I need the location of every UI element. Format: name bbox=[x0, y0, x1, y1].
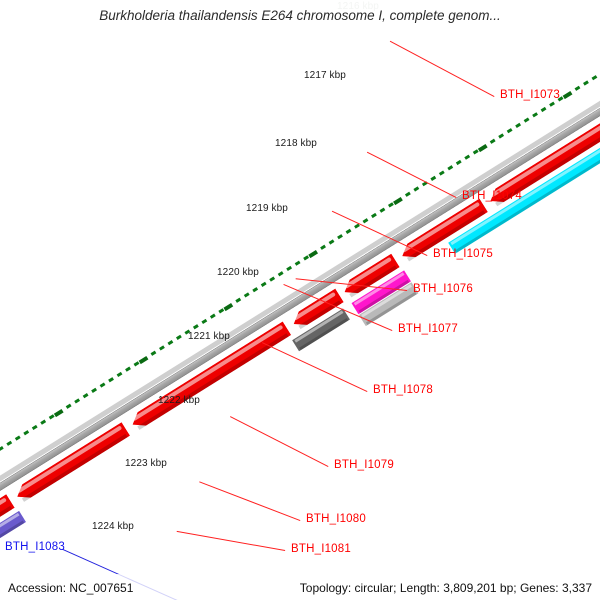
ruler-minor-tick bbox=[430, 175, 437, 181]
ruler-major-tick bbox=[138, 355, 149, 365]
ruler-major-tick bbox=[223, 302, 234, 312]
ruler-major-tick bbox=[393, 196, 403, 206]
ruler-minor-tick bbox=[294, 260, 301, 266]
ruler-major-tick bbox=[562, 90, 573, 100]
ruler-tick-label: 1217 kbp bbox=[304, 70, 346, 81]
ruler-minor-tick bbox=[328, 239, 335, 245]
ruler-minor-tick bbox=[159, 345, 165, 351]
ruler-tick-label: 1221 kbp bbox=[188, 331, 230, 342]
ruler-minor-tick bbox=[320, 244, 326, 250]
ruler-minor-tick bbox=[379, 207, 386, 213]
ruler-minor-tick bbox=[133, 361, 140, 367]
feature-label-bth_i1078[interactable]: BTH_I1078 bbox=[373, 384, 433, 396]
ruler-minor-tick bbox=[345, 228, 352, 234]
status-bar bbox=[0, 574, 600, 600]
ruler-minor-tick bbox=[252, 287, 259, 293]
ruler-minor-tick bbox=[167, 340, 174, 346]
callout-leader-line bbox=[389, 40, 495, 97]
feature-label-bth_i1077[interactable]: BTH_I1077 bbox=[398, 323, 458, 335]
ruler-minor-tick bbox=[574, 85, 581, 91]
ruler-minor-tick bbox=[498, 133, 505, 139]
ruler-minor-tick bbox=[6, 440, 13, 446]
ruler-tick-label: 1219 kbp bbox=[246, 203, 288, 214]
feature-label-bth_i1079[interactable]: BTH_I1079 bbox=[334, 459, 394, 471]
ruler-minor-tick bbox=[0, 446, 4, 452]
accession-label[interactable]: Accession: NC_007651 bbox=[8, 581, 134, 595]
topology-status: Topology: circular; Length: 3,809,201 bp… bbox=[299, 581, 592, 595]
callout-leader-line bbox=[366, 151, 457, 198]
ruler-major-tick bbox=[53, 408, 64, 418]
page-title: Burkholderia thailandensis E264 chromoso… bbox=[99, 8, 501, 23]
ruler-minor-tick bbox=[404, 191, 411, 197]
ruler-minor-tick bbox=[201, 318, 208, 325]
ruler-tick-label: 1220 kbp bbox=[217, 267, 259, 278]
ruler-minor-tick bbox=[447, 165, 454, 171]
ruler-minor-tick bbox=[192, 324, 199, 330]
ruler-minor-tick bbox=[269, 276, 276, 282]
ruler-major-tick bbox=[308, 249, 319, 259]
ruler-minor-tick bbox=[464, 154, 471, 160]
ruler-tick-label: 1218 kbp bbox=[275, 138, 317, 149]
ruler-minor-tick bbox=[40, 419, 47, 425]
ruler-minor-tick bbox=[125, 366, 131, 372]
ruler-minor-tick bbox=[489, 138, 496, 144]
ruler-minor-tick bbox=[303, 255, 310, 261]
feature-label-bth_i1073[interactable]: BTH_I1073 bbox=[500, 89, 560, 101]
ruler-minor-tick bbox=[209, 313, 216, 319]
ruler-minor-tick bbox=[243, 292, 250, 298]
ruler-minor-tick bbox=[175, 334, 182, 340]
ruler-tick-label: 1224 kbp bbox=[92, 521, 134, 532]
ruler-minor-tick bbox=[472, 149, 479, 155]
callout-leader-line bbox=[229, 416, 329, 467]
ruler-minor-tick bbox=[116, 371, 123, 378]
feature-label-bth_i1076[interactable]: BTH_I1076 bbox=[413, 283, 473, 295]
ruler-major-tick bbox=[477, 143, 488, 153]
callout-leader-line bbox=[261, 342, 368, 392]
ruler-minor-tick bbox=[65, 403, 72, 409]
ruler-minor-tick bbox=[523, 117, 530, 123]
feature-label-bth_i1083[interactable]: BTH_I1083 bbox=[5, 541, 65, 553]
ruler-tick-label: 1223 kbp bbox=[125, 458, 167, 469]
ruler-minor-tick bbox=[91, 387, 98, 393]
ruler-minor-tick bbox=[371, 212, 377, 219]
ruler-minor-tick bbox=[540, 106, 547, 113]
feature-label-bth_i1074[interactable]: BTH_I1074 bbox=[462, 190, 522, 202]
feature-label-bth_i1081[interactable]: BTH_I1081 bbox=[291, 543, 351, 555]
ruler-minor-tick bbox=[277, 271, 284, 277]
ruler-minor-tick bbox=[14, 435, 21, 441]
ruler-minor-tick bbox=[218, 308, 225, 314]
ruler-minor-tick bbox=[591, 75, 598, 81]
feature-label-bth_i1075[interactable]: BTH_I1075 bbox=[433, 248, 493, 260]
ruler-minor-tick bbox=[260, 281, 267, 287]
ruler-minor-tick bbox=[532, 112, 538, 118]
ruler-minor-tick bbox=[506, 128, 513, 134]
ruler-minor-tick bbox=[74, 398, 81, 404]
ruler-minor-tick bbox=[108, 377, 114, 383]
ruler-minor-tick bbox=[286, 265, 293, 272]
ruler-tick-label: 1222 kbp bbox=[158, 395, 200, 406]
ruler-minor-tick bbox=[48, 414, 55, 420]
ruler-minor-tick bbox=[549, 101, 555, 107]
ruler-minor-tick bbox=[82, 393, 89, 399]
callout-leader-line bbox=[199, 481, 301, 521]
ruler-minor-tick bbox=[387, 202, 394, 208]
ruler-minor-tick bbox=[150, 350, 157, 356]
ruler-minor-tick bbox=[99, 382, 106, 388]
callout-leader-line bbox=[176, 530, 286, 551]
ruler-minor-tick bbox=[413, 186, 420, 192]
ruler-minor-tick bbox=[515, 122, 522, 128]
ruler-minor-tick bbox=[23, 430, 30, 436]
ruler-minor-tick bbox=[438, 170, 445, 176]
ruler-minor-tick bbox=[31, 424, 38, 431]
ruler-minor-tick bbox=[235, 297, 242, 303]
backbone-shadow bbox=[0, 15, 600, 600]
feature-label-bth_i1080[interactable]: BTH_I1080 bbox=[306, 513, 366, 525]
ruler-minor-tick bbox=[337, 234, 343, 240]
ruler-minor-tick bbox=[455, 159, 462, 166]
ruler-minor-tick bbox=[362, 218, 369, 224]
ruler-minor-tick bbox=[583, 80, 589, 86]
